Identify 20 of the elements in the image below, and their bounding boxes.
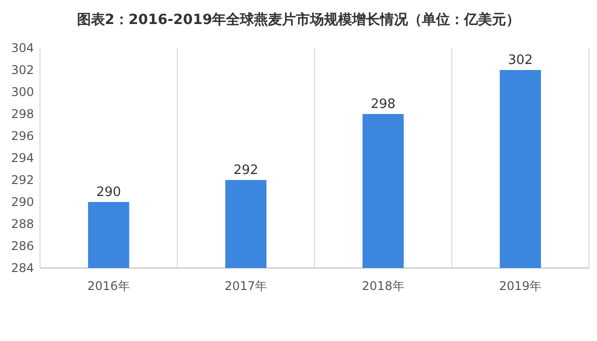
data-label: 290 xyxy=(96,185,122,200)
data-label: 292 xyxy=(233,163,258,178)
x-tick-label: 2017年 xyxy=(224,279,268,293)
data-label: 302 xyxy=(508,53,533,68)
y-tick-label: 298 xyxy=(11,107,34,122)
y-tick-label: 302 xyxy=(11,63,34,78)
y-tick-label: 286 xyxy=(11,239,34,254)
x-tick-label: 2016年 xyxy=(87,279,130,293)
y-tick-label: 292 xyxy=(11,173,34,188)
y-tick-label: 288 xyxy=(11,217,34,232)
chart-title: 图表2：2016-2019年全球燕麦片市场规模增长情况（单位：亿美元） xyxy=(76,11,520,28)
y-tick-label: 290 xyxy=(11,195,34,210)
y-tick-label: 296 xyxy=(11,129,34,144)
x-tick-label: 2018年 xyxy=(362,279,404,293)
x-tick-label: 2019年 xyxy=(499,279,542,293)
y-tick-label: 304 xyxy=(11,41,34,56)
y-tick-label: 284 xyxy=(11,261,34,276)
y-tick-label: 294 xyxy=(11,151,34,166)
data-label: 298 xyxy=(370,97,396,112)
y-tick-label: 300 xyxy=(11,85,34,100)
